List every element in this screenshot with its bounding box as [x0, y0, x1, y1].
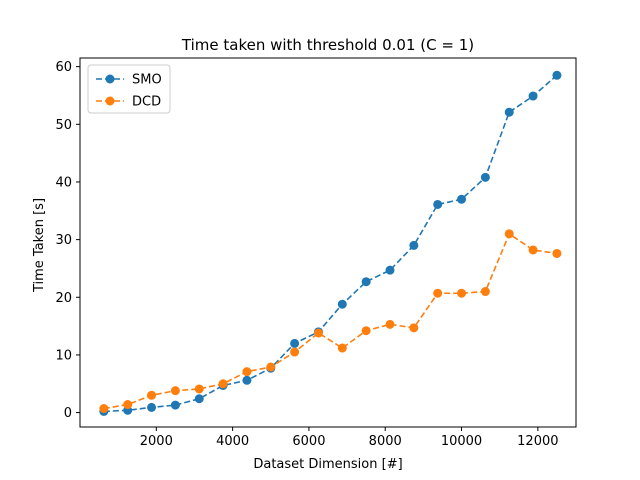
data-point-dcd	[242, 367, 252, 377]
data-point-smo	[528, 91, 538, 101]
data-point-dcd	[433, 288, 443, 298]
data-point-smo	[337, 299, 347, 309]
chart-title: Time taken with threshold 0.01 (C = 1)	[181, 36, 474, 54]
x-tick-label: 2000	[140, 434, 173, 449]
data-point-dcd	[480, 287, 490, 297]
data-point-dcd	[552, 248, 562, 258]
data-point-smo	[242, 375, 252, 385]
data-point-smo	[290, 338, 300, 348]
x-tick-label: 4000	[216, 434, 249, 449]
axes-frame	[79, 57, 577, 428]
data-point-dcd	[218, 379, 228, 389]
data-point-dcd	[528, 245, 538, 255]
x-tick-label: 6000	[292, 434, 325, 449]
legend-label-dcd: DCD	[132, 95, 161, 110]
data-point-dcd	[266, 362, 276, 372]
x-axis-label: Dataset Dimension [#]	[253, 457, 402, 472]
data-point-dcd	[99, 404, 109, 414]
data-point-smo	[433, 199, 443, 209]
data-point-dcd	[313, 328, 323, 338]
data-point-smo	[361, 277, 371, 287]
y-tick-label: 40	[55, 175, 72, 190]
data-point-dcd	[123, 400, 133, 410]
data-point-dcd	[457, 288, 467, 298]
data-point-smo	[170, 400, 180, 410]
y-tick-label: 50	[55, 118, 72, 133]
data-point-dcd	[361, 326, 371, 336]
y-axis-label: Time Taken [s]	[32, 198, 47, 293]
data-point-smo	[480, 172, 490, 182]
data-point-smo	[147, 402, 157, 412]
data-point-dcd	[290, 347, 300, 357]
data-point-dcd	[194, 384, 204, 394]
y-tick-label: 0	[64, 406, 72, 421]
legend-marker-smo	[105, 74, 115, 84]
data-point-smo	[385, 265, 395, 275]
data-point-dcd	[409, 323, 419, 333]
y-tick-label: 10	[55, 348, 72, 363]
data-point-dcd	[504, 229, 514, 239]
data-point-smo	[504, 107, 514, 117]
y-tick-label: 20	[55, 291, 72, 306]
y-tick-label: 30	[55, 233, 72, 248]
data-point-dcd	[147, 390, 157, 400]
data-point-smo	[409, 240, 419, 250]
x-tick-label: 12000	[517, 434, 558, 449]
data-point-smo	[194, 394, 204, 404]
y-tick-label: 60	[55, 60, 72, 75]
data-point-dcd	[385, 319, 395, 329]
x-tick-label: 8000	[369, 434, 402, 449]
plot-area: 2000 4000 6000 8000 10000 12000 0 10 20 30 40 50 60 S…	[55, 57, 577, 449]
legend-marker-dcd	[105, 96, 115, 106]
legend-label-smo: SMO	[132, 73, 162, 88]
data-point-smo	[457, 194, 467, 204]
data-point-dcd	[170, 386, 180, 396]
data-point-dcd	[337, 343, 347, 353]
data-point-smo	[552, 70, 562, 80]
x-tick-label: 10000	[441, 434, 482, 449]
